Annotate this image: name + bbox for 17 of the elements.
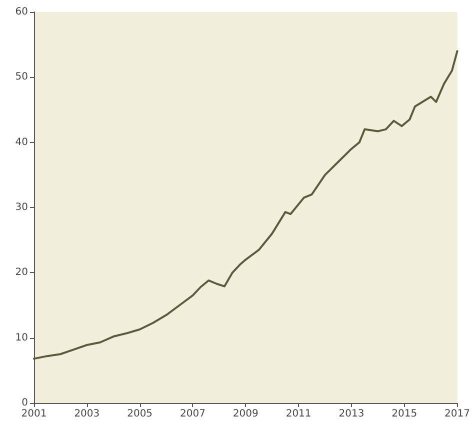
y-tick-label: 60 (15, 6, 28, 18)
x-tick-label: 2015 (392, 408, 418, 420)
y-tick-label: 20 (15, 267, 28, 278)
x-tick-label: 2009 (232, 408, 258, 420)
x-tick-label: 2013 (338, 408, 364, 420)
x-tick-label: 2011 (286, 408, 312, 420)
x-tick-label: 2001 (21, 408, 47, 420)
y-tick-label: 0 (22, 398, 28, 408)
line-series (33, 50, 458, 360)
y-tick-label: 40 (15, 136, 28, 148)
x-tick-label: 2007 (180, 408, 206, 420)
x-tick-label: 2003 (74, 408, 100, 420)
y-tick-label: 10 (15, 332, 28, 344)
x-tick-label: 2005 (127, 408, 153, 420)
y-tick-label: 30 (15, 202, 28, 213)
x-tick-label: 2017 (444, 408, 470, 420)
y-tick-label: 50 (15, 72, 28, 83)
